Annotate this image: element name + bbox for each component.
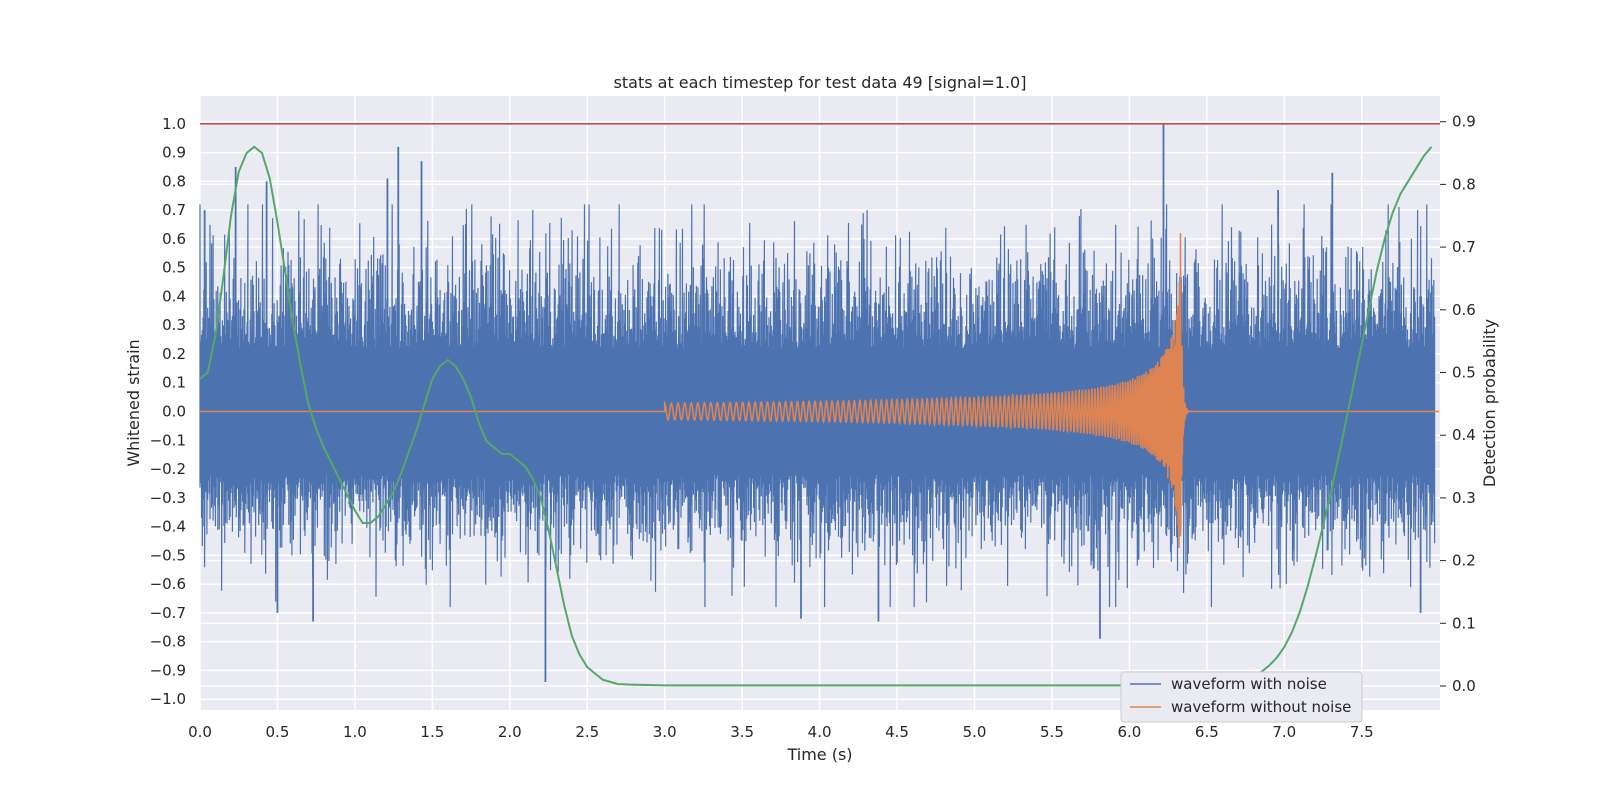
y-tick-label: 0.1 (162, 374, 186, 392)
x-tick-label: 0.5 (266, 723, 290, 741)
y-axis-right: 0.9 0.8 0.7 0.6 0.5 0.4 0.3 0.2 0.1 0.0 (1440, 113, 1476, 695)
y-tick-label: 0.3 (162, 316, 186, 334)
noise-band (199, 204, 1436, 608)
y2-axis-label: Detection probability (1480, 319, 1499, 487)
x-tick-label: 5.5 (1040, 723, 1064, 741)
x-tick-label: 1.5 (420, 723, 444, 741)
y2-tick-label: 0.2 (1452, 552, 1476, 570)
y-tick-label: −0.8 (150, 633, 186, 651)
x-tick-label: 5.0 (963, 723, 987, 741)
y-tick-label: −0.7 (150, 604, 186, 622)
y2-tick-label: 0.6 (1452, 301, 1476, 319)
x-tick-label: 0.0 (188, 723, 212, 741)
legend-box (1120, 671, 1363, 723)
y-tick-label: 0.7 (162, 201, 186, 219)
y-tick-label: 0.0 (162, 403, 186, 421)
y-tick-label: 0.4 (162, 287, 186, 305)
y-tick-label: 0.6 (162, 230, 186, 248)
x-tick-label: 4.5 (885, 723, 909, 741)
signal-series (200, 233, 1440, 549)
y-axis-left: 1.0 0.9 0.8 0.7 0.6 0.5 0.4 0.3 0.2 0.1 0.0 −0.1 −0.… (150, 115, 186, 708)
y-tick-label: 0.9 (162, 144, 186, 162)
probability-series (199, 145, 1433, 687)
y-tick-label: −0.1 (150, 431, 186, 449)
y-tick-label: −0.3 (150, 489, 186, 507)
y2-tick-label: 0.3 (1452, 489, 1476, 507)
x-tick-label: 6.5 (1195, 723, 1219, 741)
x-tick-label: 2.5 (575, 723, 599, 741)
y-axis-label: Whitened strain (124, 339, 143, 466)
signal-line (200, 233, 1440, 549)
y-tick-label: 0.2 (162, 345, 186, 363)
x-tick-label: 4.0 (808, 723, 832, 741)
x-tick-label: 6.0 (1117, 723, 1141, 741)
y2-tick-label: 0.8 (1452, 175, 1476, 193)
x-tick-label: 7.5 (1350, 723, 1374, 741)
y-tick-label: −0.6 (150, 575, 186, 593)
y-tick-label: 0.8 (162, 172, 186, 190)
y2-tick-label: 0.4 (1452, 426, 1476, 444)
y2-tick-label: 0.9 (1452, 113, 1476, 131)
legend: waveform with noise waveform without noi… (1120, 671, 1363, 723)
x-tick-label: 1.0 (343, 723, 367, 741)
y-tick-label: 0.5 (162, 259, 186, 277)
legend-label-signal: waveform without noise (1171, 698, 1351, 716)
x-axis-label: Time (s) (786, 745, 852, 764)
y2-tick-label: 0.1 (1452, 614, 1476, 632)
y-tick-label: −0.4 (150, 518, 186, 536)
x-tick-label: 7.0 (1272, 723, 1296, 741)
y2-tick-label: 0.5 (1452, 364, 1476, 382)
y-tick-label: 1.0 (162, 115, 186, 133)
x-tick-label: 3.0 (653, 723, 677, 741)
y2-tick-label: 0.7 (1452, 238, 1476, 256)
legend-label-noise: waveform with noise (1171, 675, 1327, 693)
x-axis: 0.0 0.5 1.0 1.5 2.0 2.5 3.0 3.5 4.0 4.5 5.0 5.5 6.0 6… (188, 723, 1374, 741)
y2-tick-label: 0.0 (1452, 677, 1476, 695)
y-tick-label: −0.2 (150, 460, 186, 478)
y-tick-label: −0.9 (150, 661, 186, 679)
y-tick-label: −0.5 (150, 546, 186, 564)
chart-title: stats at each timestep for test data 49 … (614, 73, 1027, 92)
probability-line (199, 145, 1433, 687)
x-tick-label: 2.0 (498, 723, 522, 741)
y-tick-label: −1.0 (150, 690, 186, 708)
x-tick-label: 3.5 (730, 723, 754, 741)
